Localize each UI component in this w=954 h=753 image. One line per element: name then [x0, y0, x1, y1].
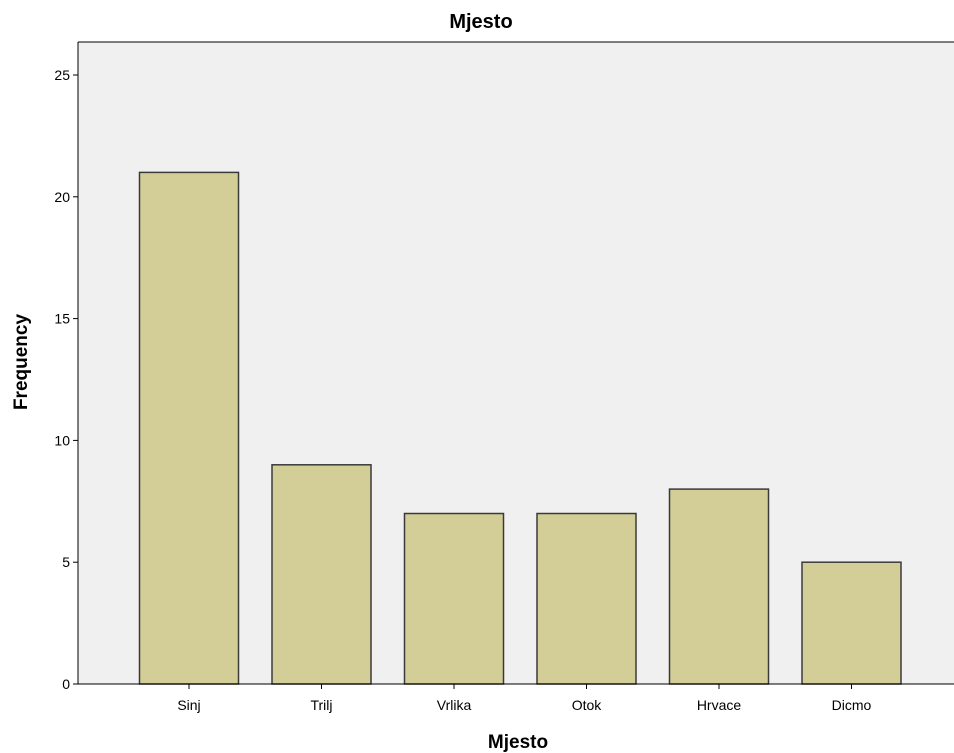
- y-axis-ticks: 0 5 10 15 20 25: [54, 67, 78, 692]
- y-tick-label-15: 15: [54, 311, 70, 327]
- x-tick-label-sinj: Sinj: [177, 697, 200, 713]
- y-tick-label-0: 0: [62, 676, 70, 692]
- x-tick-label-hrvace: Hrvace: [697, 697, 742, 713]
- bars-group: [138, 171, 902, 685]
- x-tick-label-otok: Otok: [572, 697, 603, 713]
- y-tick-label-5: 5: [62, 554, 70, 570]
- bar-vrlika: [403, 512, 505, 685]
- bar-sinj: [138, 171, 240, 685]
- bar-dicmo: [801, 561, 902, 685]
- y-tick-label-20: 20: [54, 189, 70, 205]
- x-axis-title: Mjesto: [488, 732, 548, 753]
- x-tick-label-vrlika: Vrlika: [437, 697, 472, 713]
- x-tick-label-dicmo: Dicmo: [832, 697, 872, 713]
- x-tick-label-trilj: Trilj: [310, 697, 332, 713]
- chart-title: Mjesto: [449, 11, 512, 33]
- y-axis-title: Frequency: [11, 314, 32, 411]
- y-tick-label-10: 10: [54, 432, 70, 448]
- bar-trilj: [271, 464, 372, 685]
- bar-otok: [536, 512, 637, 685]
- y-tick-label-25: 25: [54, 67, 70, 83]
- x-axis-ticks: Sinj Trilj Vrlika Otok Hrvace Dicmo: [177, 684, 872, 713]
- bar-hrvace: [668, 488, 770, 685]
